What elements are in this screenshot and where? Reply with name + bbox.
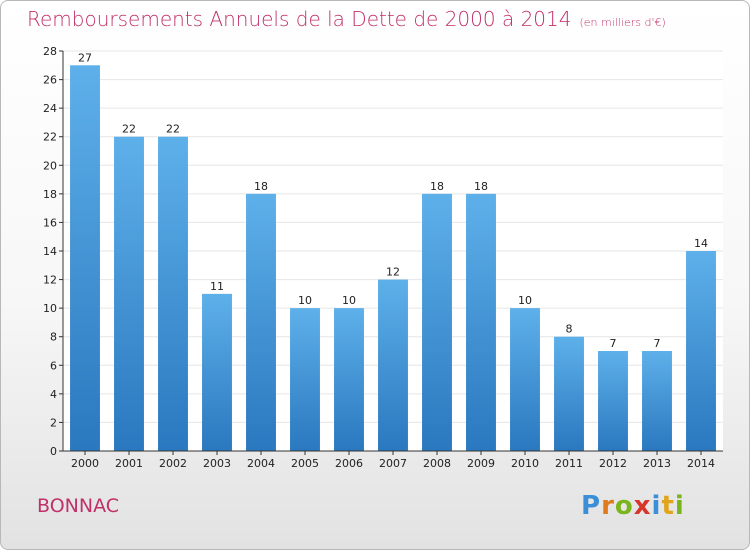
bar-2013 bbox=[642, 351, 672, 451]
y-tick-label: 6 bbox=[50, 359, 57, 372]
data-label-2006: 10 bbox=[342, 294, 356, 307]
data-label-2004: 18 bbox=[254, 180, 268, 193]
bar-2012 bbox=[598, 351, 628, 451]
x-tick-label-2000: 2000 bbox=[71, 457, 99, 470]
x-tick-label-2001: 2001 bbox=[115, 457, 143, 470]
logo-letter: P bbox=[581, 491, 602, 521]
y-tick-label: 24 bbox=[43, 102, 57, 115]
logo-letter: i bbox=[674, 491, 685, 521]
data-label-2002: 22 bbox=[166, 123, 180, 136]
chart-title-text: Remboursements Annuels de la Dette de 20… bbox=[27, 7, 572, 31]
data-label-2011: 8 bbox=[566, 323, 573, 336]
bar-2007 bbox=[378, 279, 408, 451]
y-tick-label: 28 bbox=[43, 45, 57, 58]
data-label-2008: 18 bbox=[430, 180, 444, 193]
bar-2008 bbox=[422, 193, 452, 451]
bar-2011 bbox=[554, 336, 584, 451]
bar-2009 bbox=[466, 193, 496, 451]
data-label-2003: 11 bbox=[210, 280, 224, 293]
bar-2004 bbox=[246, 193, 276, 451]
chart-subtitle: (en milliers d'€) bbox=[579, 16, 666, 29]
data-label-2000: 27 bbox=[78, 51, 92, 64]
x-tick-label-2005: 2005 bbox=[291, 457, 319, 470]
bar-2006 bbox=[334, 308, 364, 451]
bar-2000 bbox=[70, 65, 100, 452]
x-tick-label-2009: 2009 bbox=[467, 457, 495, 470]
bar-2002 bbox=[158, 136, 188, 451]
y-tick-label: 12 bbox=[43, 274, 57, 287]
x-tick-label-2013: 2013 bbox=[643, 457, 671, 470]
data-label-2007: 12 bbox=[386, 266, 400, 279]
x-tick-label-2012: 2012 bbox=[599, 457, 627, 470]
y-tick-label: 4 bbox=[50, 388, 57, 401]
data-label-2005: 10 bbox=[298, 294, 312, 307]
chart-title: Remboursements Annuels de la Dette de 20… bbox=[27, 7, 666, 31]
y-tick-label: 8 bbox=[50, 331, 57, 344]
x-tick-label-2006: 2006 bbox=[335, 457, 363, 470]
data-label-2001: 22 bbox=[122, 123, 136, 136]
y-tick-label: 20 bbox=[43, 159, 57, 172]
commune-name: BONNAC bbox=[37, 495, 120, 517]
x-tick-label-2014: 2014 bbox=[687, 457, 715, 470]
x-tick-label-2002: 2002 bbox=[159, 457, 187, 470]
bar-2014 bbox=[686, 251, 716, 451]
data-label-2009: 18 bbox=[474, 180, 488, 193]
data-label-2013: 7 bbox=[654, 337, 661, 350]
proxiti-logo: Proxiti bbox=[581, 491, 685, 521]
logo-letter: i bbox=[651, 491, 662, 521]
y-tick-label: 16 bbox=[43, 216, 57, 229]
logo-letter: o bbox=[614, 491, 634, 521]
y-tick-label: 10 bbox=[43, 302, 57, 315]
logo-letter: r bbox=[601, 491, 615, 521]
y-tick-label: 18 bbox=[43, 188, 57, 201]
x-tick-label-2010: 2010 bbox=[511, 457, 539, 470]
bar-2005 bbox=[290, 308, 320, 451]
data-label-2012: 7 bbox=[610, 337, 617, 350]
data-label-2010: 10 bbox=[518, 294, 532, 307]
y-tick-label: 14 bbox=[43, 245, 57, 258]
x-tick-label-2008: 2008 bbox=[423, 457, 451, 470]
data-label-2014: 14 bbox=[694, 237, 708, 250]
bar-2003 bbox=[202, 293, 232, 451]
y-tick-label: 22 bbox=[43, 131, 57, 144]
logo-letter: t bbox=[661, 491, 675, 521]
x-tick-label-2007: 2007 bbox=[379, 457, 407, 470]
y-tick-label: 26 bbox=[43, 74, 57, 87]
x-tick-label-2011: 2011 bbox=[555, 457, 583, 470]
y-tick-label: 0 bbox=[50, 445, 57, 458]
x-tick-label-2004: 2004 bbox=[247, 457, 275, 470]
data-labels: 27 22 22 11 18 10 10 12 18 18 10 8 7 7 14 bbox=[78, 51, 708, 350]
x-tick-label-2003: 2003 bbox=[203, 457, 231, 470]
bars bbox=[70, 65, 716, 452]
bar-2001 bbox=[114, 136, 144, 451]
bar-2010 bbox=[510, 308, 540, 451]
y-tick-label: 2 bbox=[50, 416, 57, 429]
logo-letter: x bbox=[633, 491, 652, 521]
